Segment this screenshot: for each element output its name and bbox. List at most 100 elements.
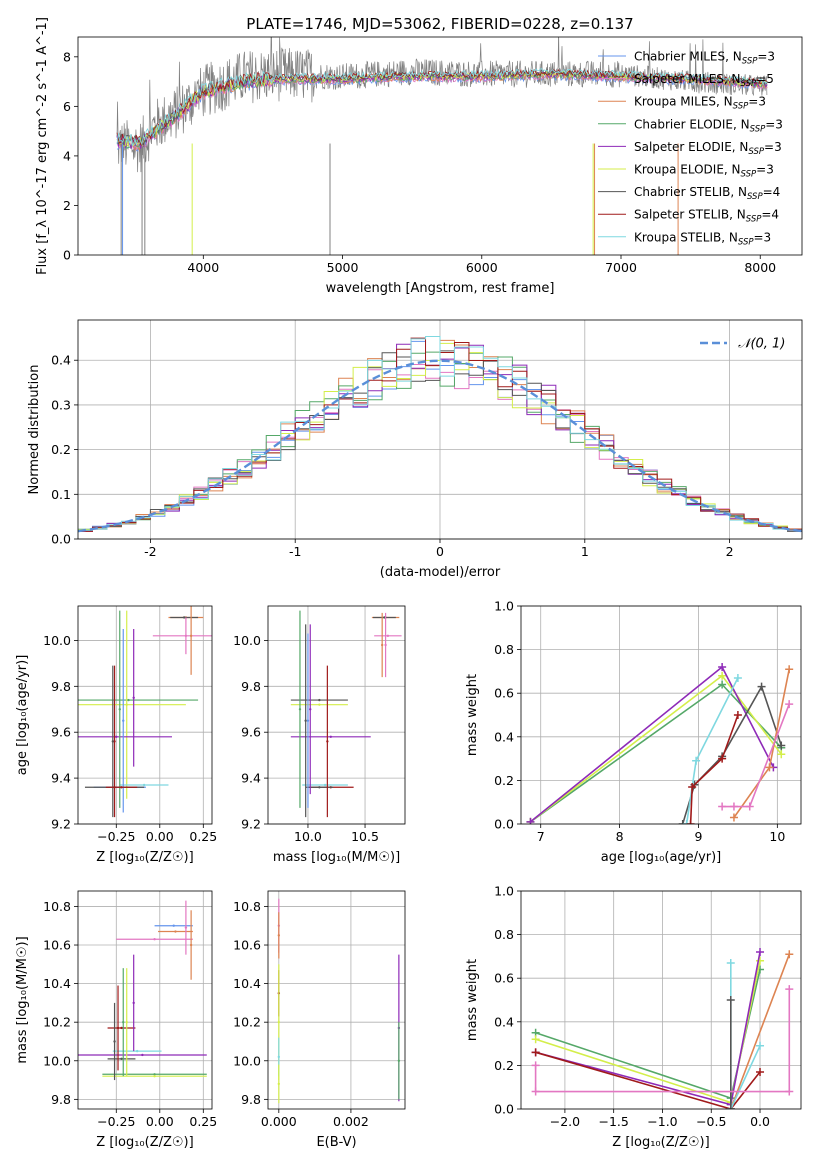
weight-marker <box>726 1105 735 1109</box>
legend-entry: Chabrier ELODIE, NSSP=3 <box>634 117 783 134</box>
plot-area-age-vs-Z <box>78 606 212 818</box>
y-tick-label: 10.0 <box>233 633 261 648</box>
legend-entry: Salpeter ELODIE, NSSP=3 <box>634 140 782 157</box>
x-axis-label: age [log₁₀(age/yr)] <box>601 850 722 865</box>
weight-marker <box>726 996 735 1004</box>
y-tick-label: 10.4 <box>233 976 261 991</box>
panel-age-vs-Z: −0.25 0.00 0.25 9.2 9.4 9.6 9.8 10.0 Z [log₁₀(Z/… <box>15 605 217 865</box>
y-tick-label: 0.6 <box>494 686 514 701</box>
x-tick-label: 5000 <box>327 260 359 275</box>
x-tick-label: 0.00 <box>146 829 174 844</box>
y-tick-label: 10.8 <box>43 899 71 914</box>
data-point <box>127 698 130 702</box>
x-tick-label: 0.25 <box>189 1114 217 1129</box>
data-point <box>277 934 281 937</box>
x-tick-label: −0.25 <box>97 829 135 844</box>
y-tick-label: 10.2 <box>43 1015 71 1030</box>
weight-series-line <box>730 953 791 1109</box>
weight-marker <box>785 950 794 959</box>
weight-series-line <box>535 1051 761 1109</box>
legend-entry: Kroupa ELODIE, NSSP=3 <box>634 163 774 180</box>
panel-residuals: -2 -1 0 1 2 0.0 0.1 0.2 0.3 0.4 (data-model)/error… <box>27 319 803 580</box>
y-tick-label: 9.6 <box>241 725 261 740</box>
spectrum-legend: Chabrier MILES, NSSP=3 Salpeter MILES, NS… <box>598 50 783 247</box>
x-tick-label: −0.5 <box>696 1114 726 1129</box>
data-point <box>142 783 146 787</box>
x-tick-label: 10.0 <box>294 829 322 844</box>
data-point <box>122 719 125 722</box>
y-tick-label: 10.0 <box>43 1053 71 1068</box>
weight-series-line <box>534 989 791 1093</box>
data-point <box>125 1020 128 1024</box>
axes-frame <box>77 890 213 1110</box>
weight-marker <box>531 1048 540 1057</box>
data-point <box>304 719 307 722</box>
x-tick-label: 1 <box>581 544 589 559</box>
data-point <box>153 938 156 941</box>
legend-entry: Chabrier STELIB, NSSP=4 <box>634 185 780 202</box>
y-tick-label: 0.1 <box>51 487 71 502</box>
y-tick-label: 0.2 <box>51 442 71 457</box>
data-point <box>132 1001 135 1005</box>
y-axis-label: Flux [f_λ 10^-17 erg cm^-2 s^-1 A^-1] <box>35 17 50 275</box>
data-point <box>120 786 123 789</box>
data-point <box>184 926 188 929</box>
legend-entry: Salpeter STELIB, NSSP=4 <box>634 208 779 225</box>
weight-marker <box>682 820 691 824</box>
weight-series-line <box>535 951 761 1106</box>
y-tick-label: 10.2 <box>233 1015 261 1030</box>
x-tick-label: 8 <box>616 829 624 844</box>
data-point <box>116 1026 120 1030</box>
weight-marker <box>785 700 794 709</box>
y-tick-label: 9.2 <box>241 817 261 832</box>
x-tick-label: −2.0 <box>550 1114 580 1129</box>
data-point <box>386 634 390 638</box>
weight-marker <box>531 1035 540 1044</box>
panel-weight-vs-age: 7 8 9 10 0.0 0.2 0.4 0.6 0.8 1.0 age [log₁₀(age/yr… <box>465 599 802 865</box>
data-point <box>184 634 188 638</box>
y-tick-label: 9.8 <box>241 679 261 694</box>
x-tick-label: 7 <box>537 829 545 844</box>
legend-entry: Salpeter MILES, NSSP=5 <box>634 72 774 89</box>
y-tick-label: 0.0 <box>51 532 71 547</box>
weight-series-line <box>689 714 739 824</box>
data-point <box>122 1020 125 1024</box>
x-tick-label: −1.5 <box>599 1114 629 1129</box>
y-tick-label: 10.6 <box>43 938 71 953</box>
figure-title: PLATE=1746, MJD=53062, FIBERID=0228, z=0… <box>246 15 633 33</box>
weight-marker <box>756 1067 765 1076</box>
panels-layer: 4000 5000 6000 7000 8000 0 2 4 6 8 wavelength [Ang… <box>15 17 803 1150</box>
panel-age-vs-mass: 10.0 10.5 9.2 9.4 9.6 9.8 10.0 mass [log₁₀(M/M☉… <box>233 605 406 865</box>
weight-marker <box>729 813 738 822</box>
y-tick-label: 10.0 <box>233 1053 261 1068</box>
y-axis-label: mass weight <box>465 959 480 1041</box>
y-tick-label: 1.0 <box>494 884 514 899</box>
y-tick-label: 0.2 <box>494 773 514 788</box>
weight-marker <box>785 985 794 994</box>
x-tick-label: 10 <box>769 829 785 844</box>
x-tick-label: 0 <box>436 544 444 559</box>
data-point <box>380 643 384 647</box>
weight-marker <box>745 802 754 811</box>
x-axis-label: Z [log₁₀(Z/Z☉)] <box>96 850 193 865</box>
y-tick-label: 9.8 <box>51 679 71 694</box>
axes-frame <box>520 890 802 1110</box>
y-tick-label: 10.4 <box>43 976 71 991</box>
x-tick-label: −1.0 <box>647 1114 677 1129</box>
weight-series-line <box>722 703 790 808</box>
weight-marker <box>785 1087 794 1096</box>
data-point <box>298 708 302 711</box>
plot-area-mass-vs-ebv <box>277 898 401 1104</box>
model-spectrum <box>116 69 768 149</box>
y-tick-label: 0.2 <box>494 1058 514 1073</box>
weight-marker <box>718 754 727 763</box>
axes-frame <box>267 890 406 1110</box>
panel-mass-vs-Z: −0.25 0.00 0.25 9.8 10.0 10.2 10.4 10.6 10.8 Z [l… <box>15 890 217 1150</box>
weight-marker <box>718 802 727 811</box>
y-tick-label: 4 <box>63 148 71 163</box>
x-tick-label: 0.002 <box>333 1114 369 1129</box>
weight-marker <box>692 756 701 765</box>
weight-marker <box>526 817 535 824</box>
axes-frame <box>520 605 802 825</box>
weight-marker <box>718 663 727 672</box>
